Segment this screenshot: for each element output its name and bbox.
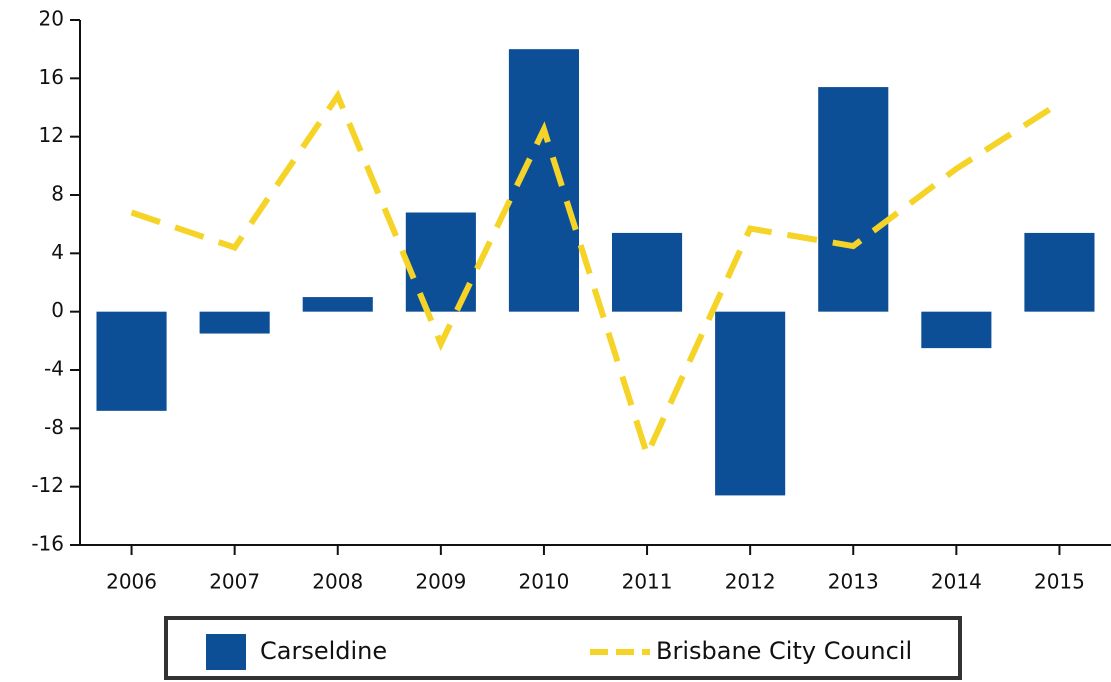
x-tick-label: 2012 (725, 570, 776, 594)
y-tick-label: 16 (39, 65, 64, 89)
bar (96, 311, 167, 411)
y-tick-label: -4 (44, 357, 64, 381)
bar (1024, 232, 1095, 312)
bar (199, 311, 270, 334)
y-tick-label: -16 (31, 532, 64, 556)
bar (611, 232, 683, 312)
legend-label: Carseldine (260, 637, 387, 665)
x-tick-label: 2010 (518, 570, 569, 594)
y-tick-label: -12 (31, 473, 64, 497)
legend-label: Brisbane City Council (656, 637, 912, 665)
y-tick-label: 0 (51, 298, 64, 322)
x-tick-label: 2011 (622, 570, 673, 594)
line (130, 89, 1062, 463)
x-tick-label: 2009 (415, 570, 466, 594)
x-tick-label: 2006 (106, 570, 157, 594)
bar (715, 311, 786, 496)
y-tick-label: 8 (51, 182, 64, 206)
legend-swatch (206, 634, 246, 670)
bar (818, 87, 889, 312)
y-tick-label: -8 (44, 415, 64, 439)
y-tick-label: 12 (39, 123, 64, 147)
bar (921, 311, 992, 349)
x-tick-label: 2008 (312, 570, 363, 594)
y-tick-label: 20 (39, 7, 64, 31)
x-tick-label: 2013 (828, 570, 879, 594)
legend-box (164, 616, 962, 680)
x-tick-label: 2014 (931, 570, 982, 594)
x-tick-label: 2007 (209, 570, 260, 594)
x-tick-label: 2015 (1034, 570, 1085, 594)
y-tick-label: 4 (51, 240, 64, 264)
bar (302, 297, 373, 312)
